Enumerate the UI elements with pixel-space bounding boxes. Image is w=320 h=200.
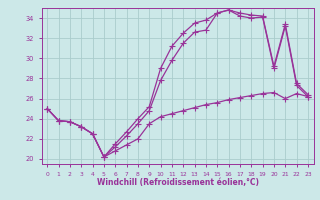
X-axis label: Windchill (Refroidissement éolien,°C): Windchill (Refroidissement éolien,°C) [97, 178, 259, 187]
